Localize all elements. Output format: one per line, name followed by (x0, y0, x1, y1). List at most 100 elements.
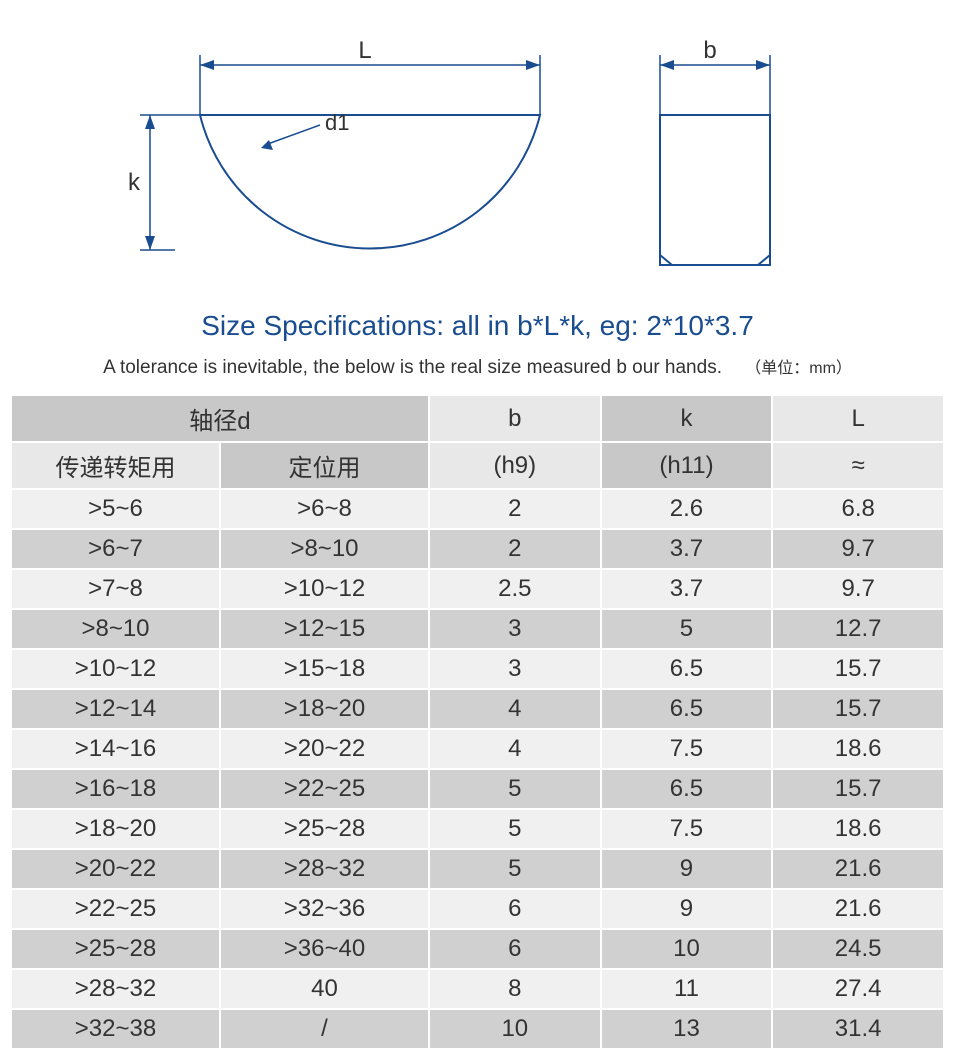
table-cell-b: 4 (429, 729, 601, 769)
table-cell-b: 2.5 (429, 569, 601, 609)
spec-title: Size Specifications: all in b*L*k, eg: 2… (0, 310, 955, 342)
table-row: >25~28>36~4061024.5 (11, 929, 944, 969)
table-cell-d1: >7~8 (11, 569, 220, 609)
table-row: >7~8>10~122.53.79.7 (11, 569, 944, 609)
spec-subtitle: A tolerance is inevitable, the below is … (0, 354, 955, 379)
table-cell-d2: >8~10 (220, 529, 429, 569)
header-d2: 定位用 (220, 442, 429, 489)
table-cell-d2: >12~15 (220, 609, 429, 649)
table-header-row-2: 传递转矩用 定位用 (h9) (h11) ≈ (11, 442, 944, 489)
table-row: >16~18>22~2556.515.7 (11, 769, 944, 809)
table-cell-d1: >14~16 (11, 729, 220, 769)
table-cell-b: 8 (429, 969, 601, 1009)
table-cell-L: 15.7 (772, 649, 944, 689)
table-cell-k: 9 (601, 849, 773, 889)
table-cell-L: 18.6 (772, 729, 944, 769)
header-k: k (601, 395, 773, 442)
table-cell-b: 4 (429, 689, 601, 729)
table-cell-L: 31.4 (772, 1009, 944, 1049)
technical-diagram: d1 L k b (0, 0, 955, 300)
table-cell-d2: >6~8 (220, 489, 429, 529)
d1-leader (265, 125, 320, 145)
table-cell-d2: >28~32 (220, 849, 429, 889)
table-cell-k: 6.5 (601, 769, 773, 809)
L-label: L (358, 37, 371, 64)
k-label: k (128, 169, 141, 196)
k-arrow-bot (145, 236, 155, 250)
header-d1: 传递转矩用 (11, 442, 220, 489)
diagram-area: d1 L k b (0, 0, 955, 300)
table-cell-b: 3 (429, 609, 601, 649)
table-cell-L: 6.8 (772, 489, 944, 529)
spec-table-wrap: 轴径d b k L 传递转矩用 定位用 (h9) (h11) ≈ >5~6>6~… (0, 394, 955, 1050)
table-cell-d1: >5~6 (11, 489, 220, 529)
table-cell-L: 12.7 (772, 609, 944, 649)
table-row: >14~16>20~2247.518.6 (11, 729, 944, 769)
table-cell-k: 6.5 (601, 649, 773, 689)
side-chamfer-l (660, 255, 672, 265)
d1-label: d1 (325, 110, 349, 135)
table-cell-d1: >28~32 (11, 969, 220, 1009)
table-cell-L: 9.7 (772, 569, 944, 609)
d1-arrow (261, 140, 273, 150)
b-arrow-left (660, 60, 674, 70)
table-cell-d2: >18~20 (220, 689, 429, 729)
b-arrow-right (756, 60, 770, 70)
table-cell-k: 10 (601, 929, 773, 969)
table-cell-d1: >18~20 (11, 809, 220, 849)
table-cell-d2: >10~12 (220, 569, 429, 609)
header-k-sub: (h11) (601, 442, 773, 489)
table-row: >6~7>8~1023.79.7 (11, 529, 944, 569)
table-row: >12~14>18~2046.515.7 (11, 689, 944, 729)
table-body: >5~6>6~822.66.8>6~7>8~1023.79.7>7~8>10~1… (11, 489, 944, 1049)
table-row: >18~20>25~2857.518.6 (11, 809, 944, 849)
table-cell-b: 3 (429, 649, 601, 689)
table-cell-b: 10 (429, 1009, 601, 1049)
table-cell-b: 5 (429, 849, 601, 889)
table-cell-k: 7.5 (601, 729, 773, 769)
table-cell-k: 2.6 (601, 489, 773, 529)
table-cell-b: 6 (429, 929, 601, 969)
table-cell-k: 3.7 (601, 529, 773, 569)
table-cell-L: 21.6 (772, 849, 944, 889)
table-cell-L: 18.6 (772, 809, 944, 849)
table-cell-b: 2 (429, 529, 601, 569)
table-cell-L: 21.6 (772, 889, 944, 929)
table-cell-k: 9 (601, 889, 773, 929)
table-cell-d2: / (220, 1009, 429, 1049)
table-cell-d1: >16~18 (11, 769, 220, 809)
table-cell-d2: >15~18 (220, 649, 429, 689)
table-row: >28~324081127.4 (11, 969, 944, 1009)
table-cell-L: 15.7 (772, 769, 944, 809)
table-cell-d1: >22~25 (11, 889, 220, 929)
L-arrow-right (526, 60, 540, 70)
L-arrow-left (200, 60, 214, 70)
table-cell-d2: >25~28 (220, 809, 429, 849)
table-cell-k: 5 (601, 609, 773, 649)
table-row: >20~22>28~325921.6 (11, 849, 944, 889)
spec-table: 轴径d b k L 传递转矩用 定位用 (h9) (h11) ≈ >5~6>6~… (10, 394, 945, 1050)
table-cell-L: 27.4 (772, 969, 944, 1009)
table-cell-d1: >32~38 (11, 1009, 220, 1049)
header-L: L (772, 395, 944, 442)
table-cell-k: 3.7 (601, 569, 773, 609)
table-cell-b: 5 (429, 809, 601, 849)
table-cell-k: 11 (601, 969, 773, 1009)
table-cell-b: 2 (429, 489, 601, 529)
table-cell-d2: >22~25 (220, 769, 429, 809)
table-cell-d1: >10~12 (11, 649, 220, 689)
b-label: b (703, 37, 716, 64)
header-d: 轴径d (11, 395, 429, 442)
table-cell-d1: >12~14 (11, 689, 220, 729)
table-cell-d1: >8~10 (11, 609, 220, 649)
subtitle-text: A tolerance is inevitable, the below is … (103, 357, 722, 378)
front-view-outline (200, 115, 540, 248)
header-L-sub: ≈ (772, 442, 944, 489)
table-row: >8~10>12~153512.7 (11, 609, 944, 649)
header-b: b (429, 395, 601, 442)
table-cell-b: 6 (429, 889, 601, 929)
table-cell-k: 7.5 (601, 809, 773, 849)
table-cell-k: 6.5 (601, 689, 773, 729)
header-b-sub: (h9) (429, 442, 601, 489)
table-cell-d1: >20~22 (11, 849, 220, 889)
